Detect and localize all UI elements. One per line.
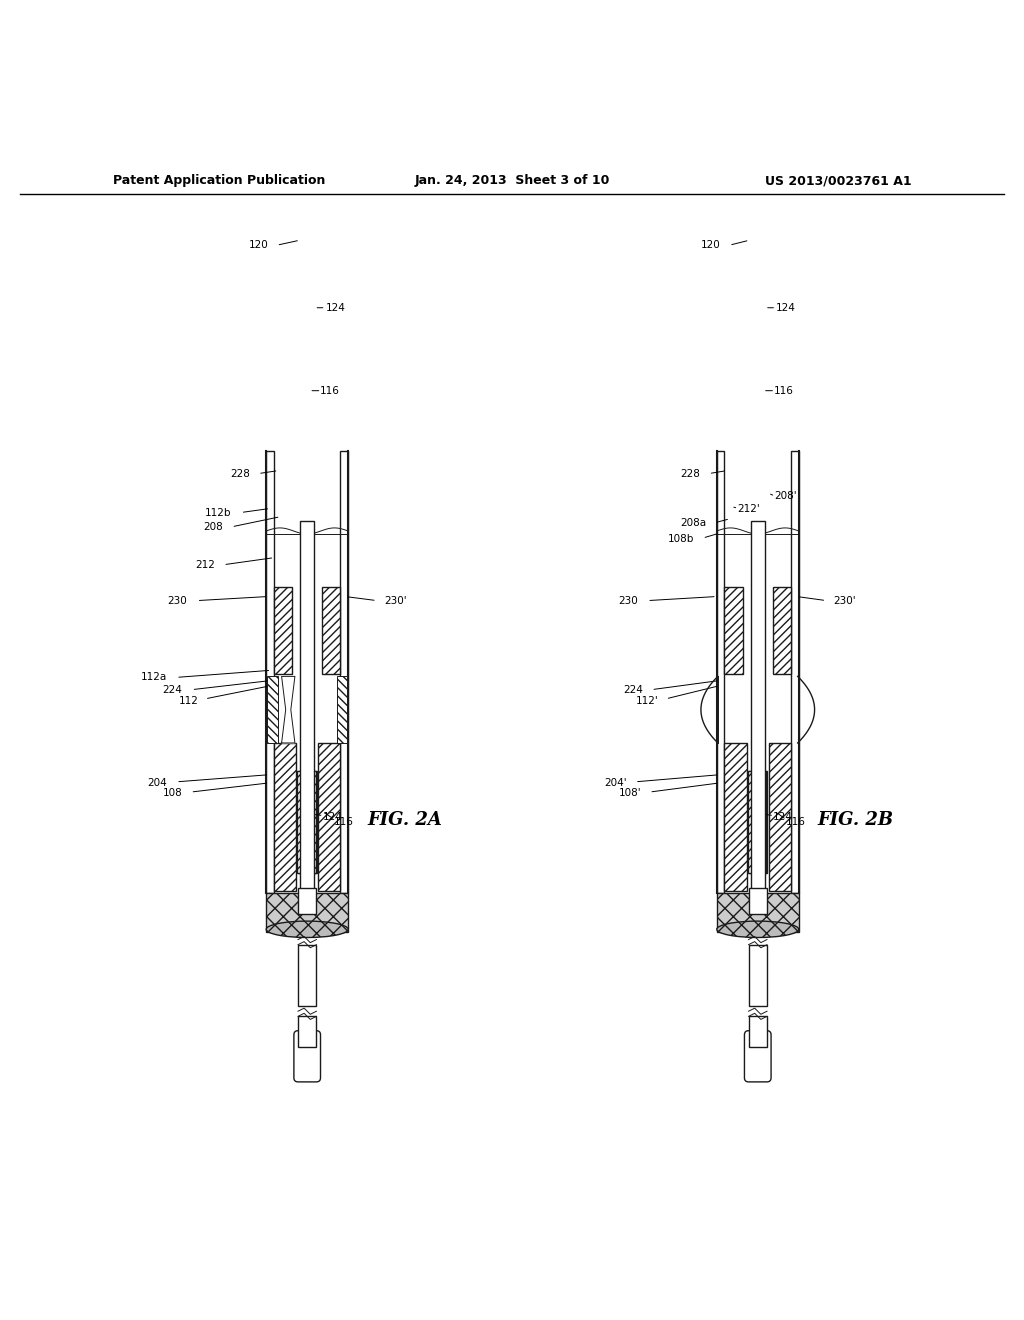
Bar bbox=[298, 945, 316, 1006]
Bar bbox=[749, 1016, 767, 1047]
Text: 224: 224 bbox=[624, 685, 643, 694]
Bar bbox=[751, 520, 765, 904]
Text: FIG. 2B: FIG. 2B bbox=[817, 810, 893, 829]
Bar bbox=[298, 1016, 316, 1047]
Text: 224: 224 bbox=[163, 685, 182, 694]
Text: 204: 204 bbox=[147, 777, 167, 788]
Text: 204': 204' bbox=[604, 777, 627, 788]
Text: 230: 230 bbox=[168, 595, 187, 606]
Text: 124: 124 bbox=[326, 302, 345, 313]
Polygon shape bbox=[282, 676, 295, 743]
Text: 120: 120 bbox=[249, 240, 268, 251]
Bar bbox=[748, 771, 766, 873]
Text: US 2013/0023761 A1: US 2013/0023761 A1 bbox=[765, 174, 911, 187]
Bar bbox=[274, 587, 293, 675]
Bar bbox=[717, 894, 799, 932]
Text: 116: 116 bbox=[334, 817, 353, 826]
Text: 108b: 108b bbox=[668, 535, 694, 544]
Bar bbox=[266, 894, 348, 932]
Text: 208: 208 bbox=[204, 521, 223, 532]
Text: 112': 112' bbox=[636, 696, 658, 706]
Text: 124: 124 bbox=[773, 812, 793, 821]
Bar bbox=[266, 451, 274, 894]
Text: 116: 116 bbox=[774, 385, 794, 396]
Bar bbox=[322, 587, 340, 675]
Bar bbox=[749, 771, 768, 873]
Bar bbox=[749, 888, 767, 913]
Text: 208a: 208a bbox=[680, 517, 707, 528]
Text: 116: 116 bbox=[319, 385, 339, 396]
Text: 108: 108 bbox=[163, 788, 182, 799]
Text: 108': 108' bbox=[618, 788, 641, 799]
Bar bbox=[340, 451, 348, 894]
Text: 230': 230' bbox=[384, 595, 407, 606]
Bar bbox=[299, 771, 317, 873]
Ellipse shape bbox=[266, 921, 348, 937]
Bar bbox=[773, 587, 792, 675]
Bar bbox=[749, 945, 767, 1006]
Text: 116: 116 bbox=[785, 817, 805, 826]
Text: FIG. 2A: FIG. 2A bbox=[367, 810, 442, 829]
Bar bbox=[267, 676, 278, 743]
Bar bbox=[274, 743, 297, 891]
Ellipse shape bbox=[717, 921, 799, 937]
Text: 212': 212' bbox=[737, 504, 760, 515]
Text: 112: 112 bbox=[179, 696, 199, 706]
Bar bbox=[298, 888, 316, 913]
Text: 228: 228 bbox=[681, 469, 700, 479]
Text: 124: 124 bbox=[323, 812, 342, 821]
Bar bbox=[300, 520, 314, 904]
Text: Patent Application Publication: Patent Application Publication bbox=[113, 174, 325, 187]
Bar bbox=[297, 771, 315, 873]
Text: 112b: 112b bbox=[205, 508, 231, 517]
Text: 230': 230' bbox=[834, 595, 856, 606]
Text: 212: 212 bbox=[196, 560, 215, 570]
Bar bbox=[337, 676, 347, 743]
Text: 228: 228 bbox=[230, 469, 250, 479]
Text: Jan. 24, 2013  Sheet 3 of 10: Jan. 24, 2013 Sheet 3 of 10 bbox=[415, 174, 609, 187]
Text: 230: 230 bbox=[618, 595, 638, 606]
Bar bbox=[792, 451, 799, 894]
FancyBboxPatch shape bbox=[294, 1031, 321, 1082]
Bar bbox=[717, 451, 724, 894]
Bar bbox=[724, 587, 742, 675]
Text: 120: 120 bbox=[701, 240, 721, 251]
Text: 208': 208' bbox=[774, 491, 797, 502]
Bar bbox=[317, 743, 340, 891]
Bar bbox=[724, 743, 746, 891]
Text: 124: 124 bbox=[776, 302, 796, 313]
Bar bbox=[768, 743, 792, 891]
Text: 112a: 112a bbox=[140, 672, 167, 682]
FancyBboxPatch shape bbox=[744, 1031, 771, 1082]
